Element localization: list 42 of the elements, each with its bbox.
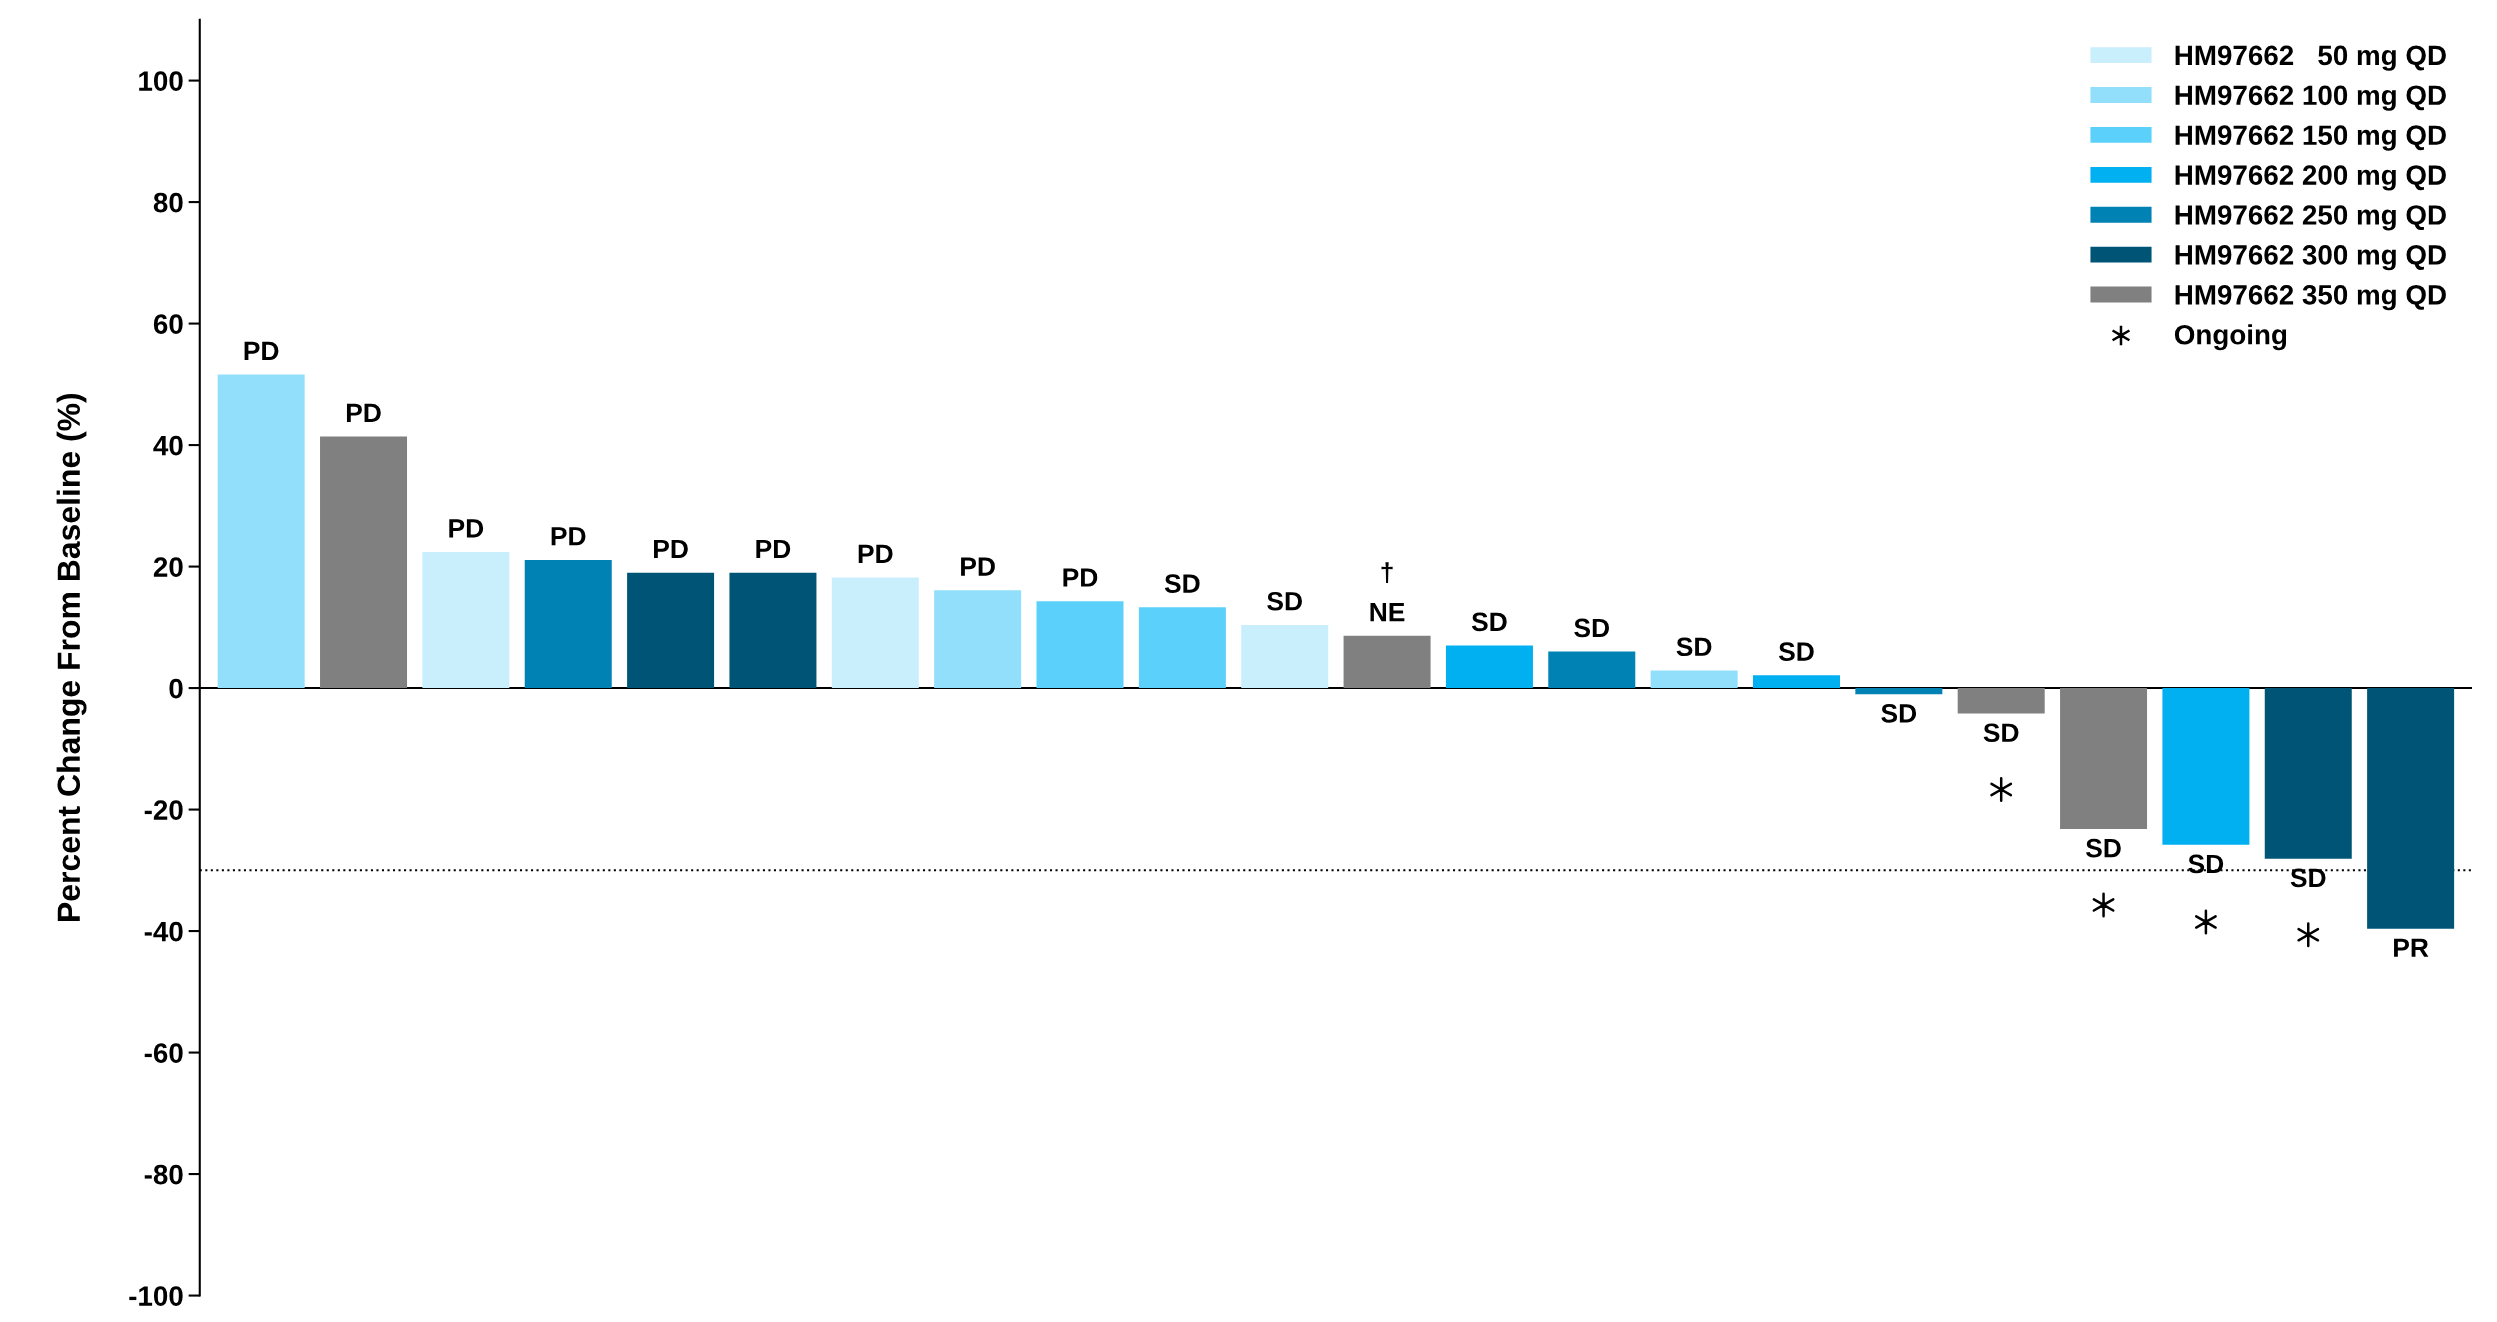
y-tick-label: -60: [144, 1043, 183, 1063]
text: PD: [961, 557, 995, 576]
y-tick-label: -80: [144, 1164, 183, 1185]
y-tick-label: -100: [129, 1286, 183, 1306]
y-axis-title: Percent Change From Baseline (%): [56, 393, 87, 921]
text: SD: [1881, 703, 1917, 723]
y-tick-label: 0: [169, 678, 183, 699]
text: SD: [1164, 574, 1200, 593]
text: SD: [1471, 612, 1507, 632]
legend-label: HM97662 350 mg QD: [2175, 284, 2446, 311]
y-tick-label: 20: [153, 557, 183, 577]
y-tick-label: 60: [153, 314, 183, 334]
text: SD: [1676, 637, 1712, 657]
text: PD: [858, 544, 893, 563]
text: SD: [1778, 642, 1814, 661]
text: PR: [2394, 938, 2429, 957]
y-tick-label: -40: [144, 921, 183, 942]
text: PD: [551, 527, 586, 546]
text: SD: [2188, 854, 2224, 874]
text: † NE: [1370, 562, 1405, 622]
text: PD: [654, 539, 688, 559]
y-tick-label: 100: [139, 71, 183, 91]
text: PD: [449, 519, 484, 538]
text: SD: [2290, 868, 2326, 888]
text: PD: [346, 403, 381, 422]
text: SD: [1574, 618, 1609, 638]
legend-label: HM97662 250 mg QD: [2175, 205, 2446, 231]
text: PD: [1063, 568, 1098, 587]
text: SD: [2085, 838, 2121, 858]
y-tick-label: -20: [144, 800, 183, 820]
text: SD: [1267, 591, 1302, 611]
y-tick-label: 80: [153, 192, 183, 213]
legend-label: HM97662 300 mg QD: [2175, 245, 2446, 271]
text: PD: [756, 539, 791, 559]
legend-label: HM97662 50 mg QD: [2175, 45, 2446, 71]
legend-label: HM97662 200 mg QD: [2175, 165, 2446, 191]
legend-label: HM97662 100 mg QD: [2175, 85, 2446, 111]
text: SD: [1983, 723, 2019, 743]
text: PD: [244, 341, 279, 361]
legend-label: HM97662 150 mg QD: [2175, 125, 2446, 151]
y-tick-label: 40: [153, 435, 183, 456]
legend-label: Ongoing: [2174, 324, 2287, 351]
